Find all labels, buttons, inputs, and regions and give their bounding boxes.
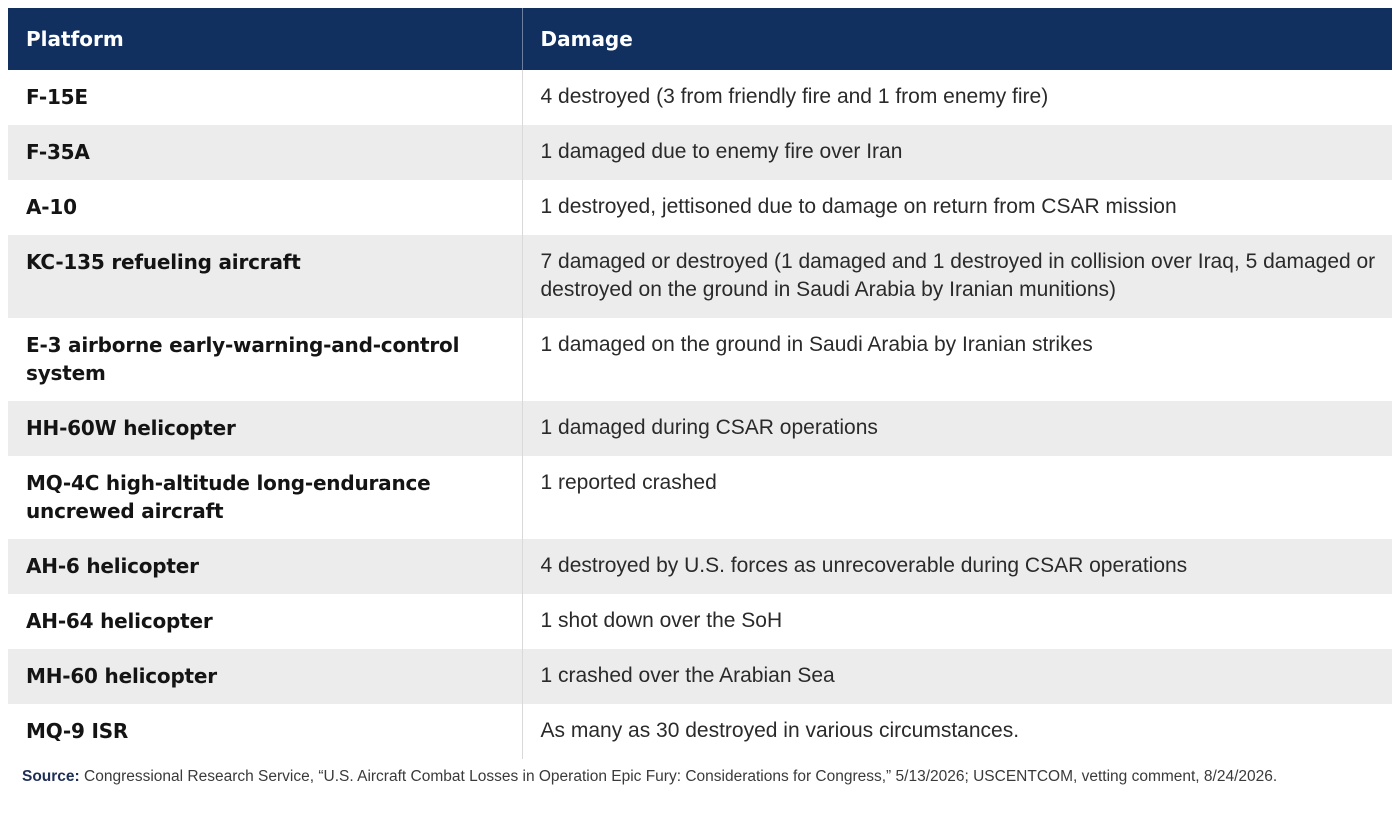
header-platform: Platform <box>8 8 522 70</box>
header-row: Platform Damage <box>8 8 1392 70</box>
source-text: Congressional Research Service, “U.S. Ai… <box>79 768 1278 785</box>
platform-cell: MQ-4C high-altitude long-endurance uncre… <box>26 471 431 523</box>
platform-cell: A-10 <box>26 195 77 219</box>
damage-cell: 4 destroyed by U.S. forces as unrecovera… <box>521 539 1392 594</box>
platform-cell: MH-60 helicopter <box>8 649 522 704</box>
damage-cell: 1 reported crashed <box>521 456 1392 539</box>
platform-cell: HH-60W helicopter <box>8 401 522 456</box>
damage-cell: 1 crashed over the Arabian Sea <box>521 649 1392 704</box>
table-row: AH-64 helicopter 1 shot down over the So… <box>8 594 1392 649</box>
table-row: AH-6 helicopter 4 destroyed by U.S. forc… <box>8 539 1392 594</box>
source-label: Source: <box>22 768 80 785</box>
aircraft-losses-table-container: Platform Damage F-15E 4 destroyed (3 fro… <box>8 8 1392 759</box>
damage-cell: As many as 30 destroyed in various circu… <box>521 704 1392 759</box>
aircraft-losses-table: Platform Damage F-15E 4 destroyed (3 fro… <box>8 8 1392 759</box>
damage-cell: 4 destroyed (3 from friendly fire and 1 … <box>521 70 1392 125</box>
table-row: F-15E 4 destroyed (3 from friendly fire … <box>8 70 1392 125</box>
platform-cell: AH-64 helicopter <box>26 609 213 633</box>
damage-cell: 1 damaged due to enemy fire over Iran <box>521 125 1392 180</box>
platform-cell: E-3 airborne early-warning-and-control s… <box>26 333 460 385</box>
damage-cell: 1 damaged during CSAR operations <box>521 401 1392 456</box>
table-body: F-15E 4 destroyed (3 from friendly fire … <box>8 70 1392 759</box>
damage-cell: 1 damaged on the ground in Saudi Arabia … <box>521 318 1392 401</box>
damage-cell: 7 damaged or destroyed (1 damaged and 1 … <box>521 235 1392 318</box>
table-row: F-35A 1 damaged due to enemy fire over I… <box>8 125 1392 180</box>
table-row: E-3 airborne early-warning-and-control s… <box>8 318 1392 401</box>
platform-cell: F-35A <box>8 125 522 180</box>
damage-cell: 1 shot down over the SoH <box>521 594 1392 649</box>
platform-cell: MQ-9 ISR <box>26 719 129 743</box>
table-row: A-10 1 destroyed, jettisoned due to dama… <box>8 180 1392 235</box>
source-note: Source: Congressional Research Service, … <box>22 766 1362 787</box>
platform-cell: KC-135 refueling aircraft <box>8 235 522 318</box>
damage-cell: 1 destroyed, jettisoned due to damage on… <box>521 180 1392 235</box>
table-row: MH-60 helicopter 1 crashed over the Arab… <box>8 649 1392 704</box>
platform-cell: F-15E <box>26 85 88 109</box>
platform-cell: AH-6 helicopter <box>8 539 522 594</box>
table-row: MQ-9 ISR As many as 30 destroyed in vari… <box>8 704 1392 759</box>
table-row: KC-135 refueling aircraft 7 damaged or d… <box>8 235 1392 318</box>
table-row: HH-60W helicopter 1 damaged during CSAR … <box>8 401 1392 456</box>
table-header: Platform Damage <box>8 8 1392 70</box>
header-damage: Damage <box>521 8 1392 70</box>
table-row: MQ-4C high-altitude long-endurance uncre… <box>8 456 1392 539</box>
